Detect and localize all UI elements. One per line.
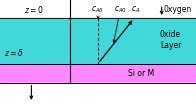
Text: $c_A$: $c_A$: [132, 4, 141, 15]
Bar: [0, 0, 196, 18]
Text: $z = 0$: $z = 0$: [24, 4, 44, 15]
Text: z: z: [36, 104, 40, 106]
Bar: [0, 18, 196, 64]
Bar: [0, 64, 196, 83]
Text: $z = \delta$: $z = \delta$: [4, 47, 24, 59]
Text: 0xide
Layer: 0xide Layer: [160, 30, 181, 50]
Bar: [0, 83, 196, 106]
Text: 0xygen: 0xygen: [163, 5, 191, 14]
Text: $c_{A0}$: $c_{A0}$: [114, 4, 127, 15]
Text: Si or M: Si or M: [128, 69, 154, 78]
Text: $c_{A\delta}$: $c_{A\delta}$: [91, 4, 103, 15]
